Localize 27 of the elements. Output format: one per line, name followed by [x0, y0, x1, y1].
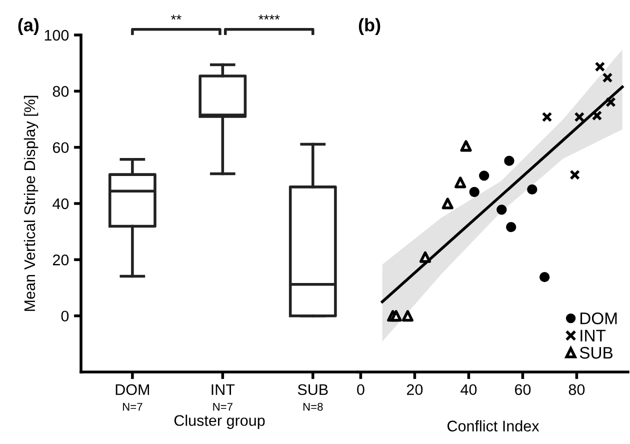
y-tick-label: 40 [52, 198, 69, 210]
text: **** [258, 14, 280, 20]
text: N=8 [303, 402, 323, 411]
y-tick-label: 0 [61, 310, 69, 322]
x-tick-label: INT [212, 384, 235, 395]
x-tick-label: 0 [357, 384, 364, 396]
y-tick-label: 80 [52, 86, 69, 97]
y-tick-label: 100 [44, 30, 69, 41]
chart-title: (b) [358, 18, 380, 35]
y-tick-label: 60 [52, 142, 69, 154]
chart-title: (a) [18, 18, 39, 35]
x-tick-label: 60 [514, 384, 531, 396]
x-tick-label: DOM [116, 384, 149, 396]
legend-label: SUB [580, 346, 613, 359]
x-axis-title: Conflict Index [447, 420, 540, 432]
y-tick-label: 20 [52, 254, 69, 266]
text: ** [171, 14, 182, 20]
text: N=7 [122, 402, 142, 411]
x-tick-label: SUB [298, 384, 328, 396]
x-tick-label: 20 [406, 384, 423, 396]
legend-label: DOM [580, 312, 617, 324]
text: N=7 [213, 402, 232, 411]
x-tick-label: 80 [568, 384, 585, 396]
x-tick-label: 40 [460, 384, 477, 396]
y-axis-title: Mean Vertical Stripe Display [%] [24, 96, 38, 311]
x-axis-title: Cluster group [174, 414, 265, 429]
legend-label: INT [580, 330, 606, 342]
